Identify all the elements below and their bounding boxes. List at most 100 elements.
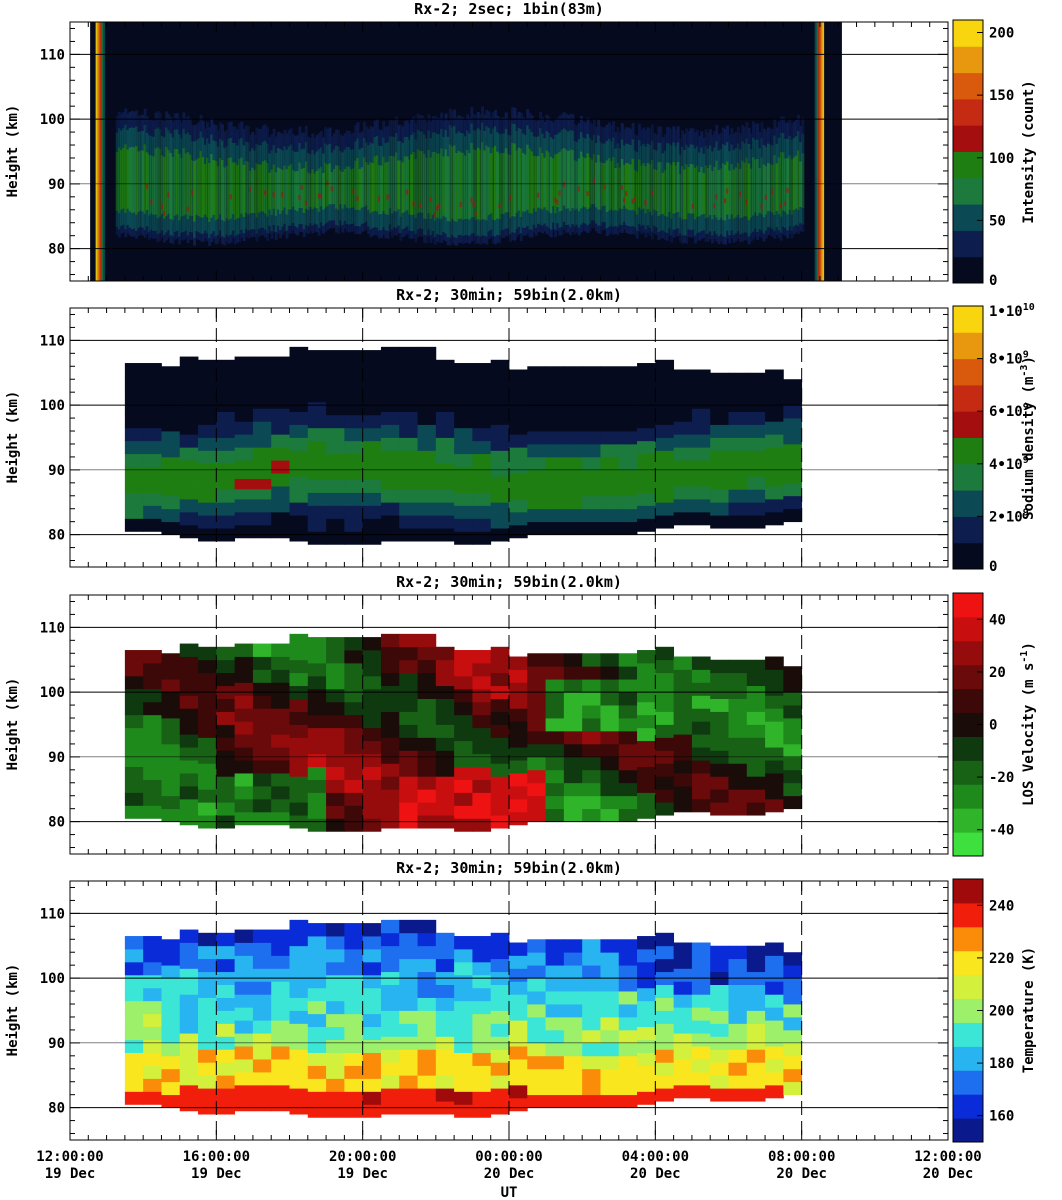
heatmap-cell (198, 502, 217, 516)
colorbar-tick-label: 8•109 (989, 350, 1029, 368)
heatmap-cell (143, 427, 162, 442)
heatmap-cell (454, 662, 473, 677)
intensity-cell (560, 113, 564, 130)
intensity-cell (167, 149, 171, 214)
intensity-cell (614, 132, 618, 149)
intensity-cell (377, 145, 381, 166)
intensity-cell (291, 169, 295, 207)
heatmap-cell (143, 936, 162, 950)
heatmap-cell (362, 987, 382, 1002)
heatmap-cell (545, 508, 565, 523)
heatmap-cell (527, 705, 546, 719)
intensity-cell (255, 233, 259, 242)
heatmap-cell (326, 1000, 345, 1015)
heatmap-cell (161, 965, 181, 979)
heatmap-cell (783, 469, 803, 484)
heatmap-cell (326, 923, 345, 937)
heatmap-cell (545, 521, 565, 536)
intensity-cell (468, 133, 472, 153)
intensity-cell (442, 136, 446, 157)
heatmap-cell (728, 424, 748, 438)
heatmap-cell (527, 405, 546, 419)
intensity-cell (528, 148, 532, 214)
intensity-cell (622, 145, 626, 165)
heatmap-cell (490, 359, 510, 374)
intensity-cell (287, 209, 291, 226)
heatmap-cell (746, 672, 766, 687)
intensity-cell (154, 128, 158, 149)
intensity-cell (468, 235, 472, 244)
intensity-cell (631, 158, 635, 210)
intensity-cell (236, 145, 240, 165)
heatmap-cell (618, 653, 638, 667)
intensity-cell (244, 141, 248, 161)
intensity-cell (395, 116, 399, 133)
intensity-cell (741, 124, 745, 142)
heatmap-cell (746, 984, 766, 998)
heatmap-cell (179, 421, 199, 435)
heatmap-cell (490, 1023, 510, 1037)
intensity-cell (216, 130, 220, 147)
heatmap-cell (563, 1055, 583, 1070)
heatmap-cell (600, 521, 620, 536)
heatmap-cell (326, 505, 345, 519)
heatmap-cell (472, 388, 492, 403)
heatmap-cell (765, 486, 784, 500)
intensity-cell (491, 219, 495, 236)
heatmap-cell (417, 502, 437, 516)
intensity-cell (326, 128, 330, 146)
heatmap-cell (307, 637, 327, 651)
heatmap-cell (344, 779, 364, 793)
intensity-cell (139, 210, 143, 227)
intensity-cell (640, 129, 644, 146)
intensity-cell (483, 219, 487, 236)
intensity-cell (126, 129, 130, 150)
intensity-cell (625, 127, 629, 144)
intensity-cell (685, 235, 689, 244)
intensity-cell (167, 192, 171, 198)
heatmap-cell (563, 718, 583, 732)
intensity-cell (190, 190, 194, 196)
heatmap-cell (637, 375, 656, 390)
intensity-cell (485, 109, 489, 127)
heatmap-cell (728, 450, 748, 464)
heatmap-cell (399, 763, 418, 777)
heatmap-cell (344, 505, 364, 519)
heatmap-cell (307, 427, 327, 442)
intensity-cell (715, 194, 719, 200)
intensity-cell (169, 117, 173, 134)
heatmap-cell (143, 987, 162, 1002)
intensity-cell (384, 162, 388, 215)
heatmap-cell (746, 737, 766, 751)
intensity-cell (801, 224, 805, 233)
heatmap-cell (216, 737, 236, 751)
intensity-cell (754, 159, 758, 213)
intensity-cell (438, 203, 442, 209)
heatmap-cell (600, 939, 620, 953)
intensity-cell (476, 112, 480, 129)
intensity-cell (433, 236, 437, 245)
heatmap-cell (472, 936, 492, 950)
heatmap-cell (618, 405, 638, 419)
intensity-cell (420, 150, 424, 213)
heatmap-cell (746, 515, 766, 529)
intensity-cell (298, 194, 302, 200)
intensity-cell (530, 213, 534, 230)
heatmap-cell (783, 1055, 803, 1070)
heatmap-cell (252, 643, 272, 657)
heatmap-cell (600, 1055, 620, 1070)
intensity-cell (571, 224, 575, 232)
intensity-cell (607, 226, 611, 235)
heatmap-cell (271, 421, 290, 435)
heatmap-cell (783, 1004, 803, 1018)
heatmap-cell (582, 808, 601, 823)
heatmap-cell (673, 382, 693, 396)
intensity-cell (167, 114, 171, 131)
heatmap-cell (783, 679, 803, 693)
intensity-cell (397, 160, 401, 210)
heatmap-cell (545, 756, 565, 771)
intensity-cell (760, 138, 764, 158)
heatmap-cell (490, 372, 510, 387)
